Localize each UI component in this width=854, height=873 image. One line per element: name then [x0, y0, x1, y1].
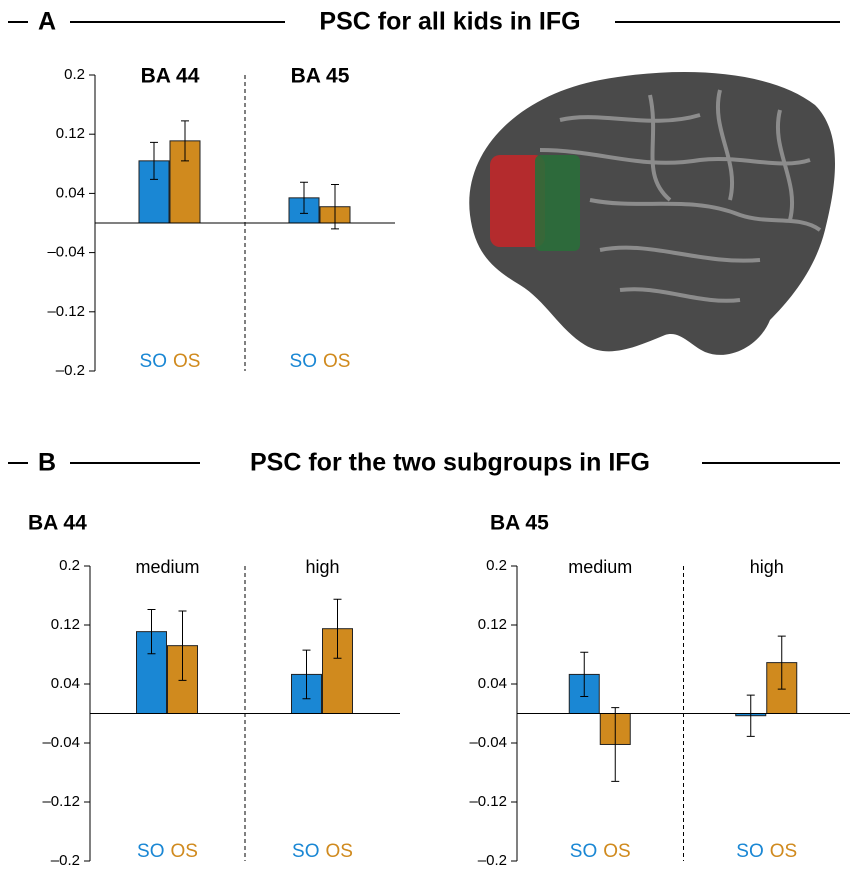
- error-bar: [580, 651, 589, 698]
- error-bar: [181, 120, 189, 162]
- y-tick-label: –0.2: [56, 362, 85, 379]
- panel-title: PSC for all kids in IFG: [319, 8, 580, 36]
- legend-label: SO: [137, 841, 164, 862]
- y-tick-label: 0.04: [51, 675, 80, 692]
- legend-label: SO: [290, 351, 317, 372]
- panel-title: PSC for the two subgroups in IFG: [250, 449, 650, 477]
- category-label: high: [750, 557, 784, 577]
- brain-image: [469, 72, 835, 355]
- y-tick-label: –0.12: [469, 793, 507, 810]
- y-tick-label: –0.2: [51, 852, 80, 869]
- y-tick-label: 0.2: [64, 66, 85, 83]
- legend-label: OS: [173, 351, 200, 372]
- y-tick-label: 0.04: [478, 675, 507, 692]
- legend-label: OS: [171, 841, 198, 862]
- error-bar: [746, 694, 755, 737]
- category-label: medium: [135, 557, 199, 577]
- error-bar: [331, 184, 339, 230]
- y-tick-label: –0.12: [47, 303, 85, 320]
- error-bar: [611, 707, 620, 782]
- legend-label: OS: [603, 841, 630, 862]
- error-bar: [150, 141, 158, 180]
- y-tick-label: –0.2: [478, 852, 507, 869]
- error-bar: [302, 649, 311, 700]
- y-tick-label: –0.04: [469, 734, 507, 751]
- y-tick-label: 0.12: [51, 616, 80, 633]
- category-label: medium: [568, 557, 632, 577]
- chart-subtitle: BA 45: [490, 512, 549, 535]
- y-tick-label: –0.04: [42, 734, 80, 751]
- legend-label: SO: [570, 841, 597, 862]
- legend-label: OS: [326, 841, 353, 862]
- panel-label: B: [38, 449, 56, 477]
- category-label: high: [305, 557, 339, 577]
- y-tick-label: –0.04: [47, 244, 85, 261]
- category-label: BA 44: [141, 65, 200, 88]
- category-label: BA 45: [291, 65, 350, 88]
- y-tick-label: –0.12: [42, 793, 80, 810]
- legend-label: SO: [292, 841, 319, 862]
- chart-subtitle: BA 44: [28, 512, 87, 535]
- y-tick-label: 0.2: [59, 557, 80, 574]
- error-bar: [178, 610, 187, 681]
- legend-label: SO: [140, 351, 167, 372]
- error-bar: [300, 181, 308, 214]
- error-bar: [333, 598, 342, 659]
- y-tick-label: 0.12: [478, 616, 507, 633]
- legend-label: OS: [770, 841, 797, 862]
- error-bar: [147, 609, 156, 655]
- error-bar: [777, 635, 786, 690]
- legend-label: OS: [323, 351, 350, 372]
- y-tick-label: 0.04: [56, 184, 85, 201]
- panel-label: A: [38, 8, 56, 36]
- legend-label: SO: [736, 841, 763, 862]
- y-tick-label: 0.2: [486, 557, 507, 574]
- y-tick-label: 0.12: [56, 125, 85, 142]
